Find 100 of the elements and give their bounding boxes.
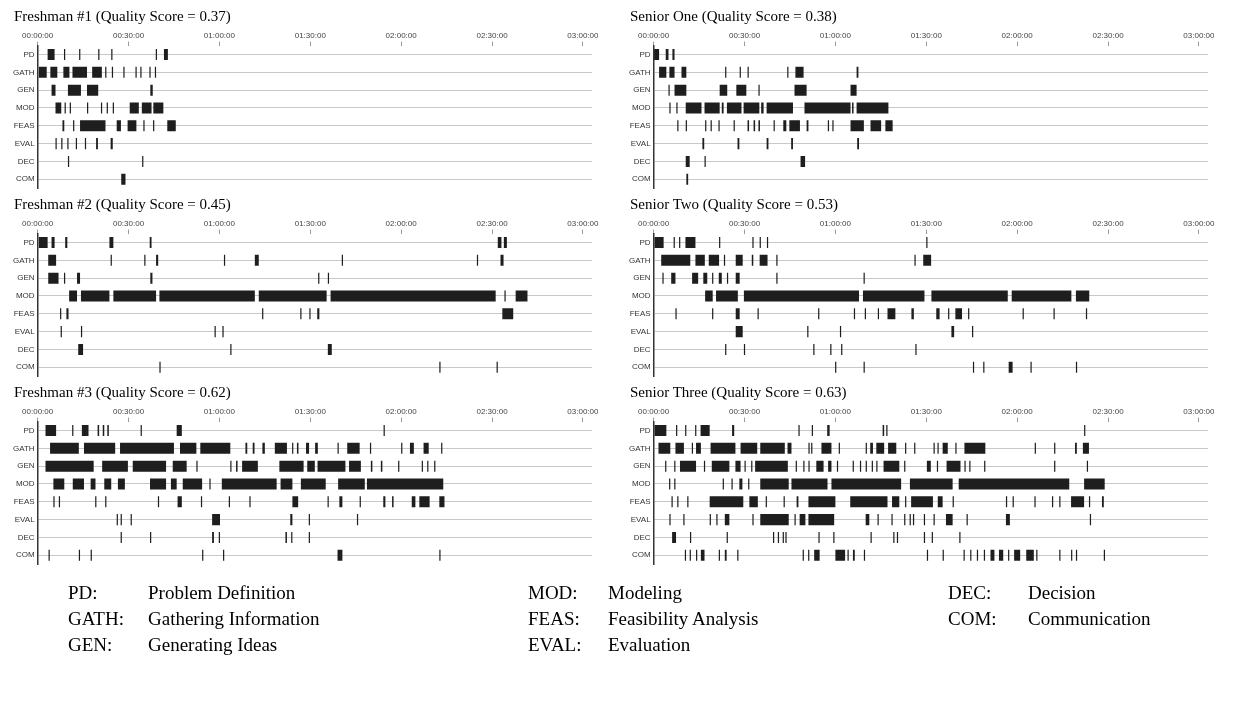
bar bbox=[1008, 361, 1013, 373]
bar bbox=[675, 442, 684, 454]
bar bbox=[761, 102, 764, 114]
bar bbox=[831, 478, 902, 490]
y-tick-label: GEN bbox=[633, 273, 651, 283]
bar bbox=[808, 514, 835, 526]
y-tick-label: GATH bbox=[628, 443, 651, 453]
y-tick-label: GEN bbox=[17, 85, 35, 95]
bar bbox=[120, 442, 174, 454]
x-tick-label: 02:30:00 bbox=[476, 31, 509, 40]
y-tick-label: PD bbox=[639, 425, 651, 435]
bar bbox=[794, 84, 807, 96]
bar bbox=[951, 326, 955, 338]
x-tick-label: 03:00:00 bbox=[1183, 219, 1216, 228]
bar bbox=[735, 254, 743, 266]
bar bbox=[163, 48, 168, 61]
bar bbox=[814, 549, 820, 561]
bar bbox=[78, 343, 84, 355]
y-tick-label: GATH bbox=[628, 255, 651, 265]
bar bbox=[885, 120, 893, 132]
bar bbox=[709, 496, 744, 508]
bar bbox=[262, 442, 265, 454]
bar bbox=[931, 290, 1008, 302]
bar bbox=[409, 442, 414, 454]
x-tick-label: 02:00:00 bbox=[385, 219, 418, 228]
bar bbox=[695, 254, 705, 266]
bar bbox=[835, 549, 846, 561]
y-tick-label: DEC bbox=[17, 156, 35, 166]
bar bbox=[110, 138, 113, 150]
bar bbox=[121, 173, 126, 185]
bar bbox=[1026, 549, 1034, 561]
y-tick-label: FEAS bbox=[629, 309, 651, 319]
bar bbox=[1071, 496, 1085, 508]
bar bbox=[66, 308, 69, 320]
bar bbox=[63, 66, 70, 78]
bar bbox=[72, 66, 88, 78]
bar bbox=[503, 236, 507, 249]
y-tick-label: PD bbox=[639, 237, 651, 247]
bar bbox=[150, 478, 167, 490]
bar bbox=[760, 478, 789, 490]
text: GEN: Generating Ideas bbox=[68, 634, 278, 655]
bar bbox=[945, 514, 953, 526]
y-tick-label: GEN bbox=[633, 85, 651, 95]
y-tick-label: PD bbox=[23, 425, 35, 435]
bar bbox=[45, 424, 57, 437]
x-tick-label: 01:00:00 bbox=[203, 31, 236, 40]
bar bbox=[743, 102, 760, 114]
bar bbox=[883, 460, 900, 472]
bar bbox=[47, 48, 55, 61]
bar bbox=[789, 120, 800, 132]
y-tick-label: EVAL bbox=[14, 326, 36, 336]
bar bbox=[315, 442, 318, 454]
chart-title: Senior Two (Quality Score = 0.53) bbox=[629, 196, 839, 214]
bar bbox=[180, 442, 197, 454]
bar bbox=[998, 549, 1004, 561]
bar bbox=[659, 66, 667, 78]
bar bbox=[306, 442, 310, 454]
bar bbox=[156, 254, 159, 266]
bar bbox=[212, 514, 220, 526]
bar bbox=[862, 290, 925, 302]
bar bbox=[129, 102, 139, 114]
bar bbox=[515, 290, 528, 302]
x-tick-label: 02:00:00 bbox=[1001, 407, 1034, 416]
bar bbox=[850, 120, 864, 132]
bar bbox=[654, 48, 660, 61]
x-tick-label: 03:00:00 bbox=[1183, 31, 1216, 40]
bar bbox=[674, 84, 687, 96]
bar bbox=[726, 102, 742, 114]
bar bbox=[795, 66, 804, 78]
chart-title: Freshman #1 (Quality Score = 0.37) bbox=[13, 8, 232, 26]
bar bbox=[83, 442, 116, 454]
y-tick-label: EVAL bbox=[630, 326, 652, 336]
x-tick-label: 03:00:00 bbox=[567, 407, 600, 416]
y-tick-label: COM bbox=[15, 174, 35, 184]
y-tick-label: DEC bbox=[633, 156, 651, 166]
x-tick-label: 00:00:00 bbox=[22, 31, 54, 40]
bar bbox=[1014, 549, 1021, 561]
bar bbox=[330, 290, 496, 302]
bar bbox=[176, 424, 182, 437]
bar bbox=[735, 326, 743, 338]
x-tick-label: 01:00:00 bbox=[819, 31, 852, 40]
bar bbox=[718, 272, 722, 284]
y-tick-label: MOD bbox=[631, 291, 651, 301]
bar bbox=[671, 272, 676, 284]
bar bbox=[703, 272, 708, 284]
bar bbox=[167, 120, 176, 132]
bar bbox=[150, 272, 153, 284]
bar bbox=[72, 478, 84, 490]
bar bbox=[150, 84, 153, 96]
text: MOD: Modeling bbox=[528, 582, 682, 603]
x-tick-label: 00:00:00 bbox=[22, 407, 54, 416]
bar bbox=[654, 424, 667, 437]
bar bbox=[81, 424, 89, 437]
bar bbox=[850, 84, 857, 96]
bar bbox=[87, 84, 99, 96]
x-tick-label: 00:00:00 bbox=[638, 219, 670, 228]
bar bbox=[685, 102, 702, 114]
bar bbox=[672, 531, 677, 543]
bar bbox=[705, 290, 713, 302]
bar bbox=[739, 478, 743, 490]
